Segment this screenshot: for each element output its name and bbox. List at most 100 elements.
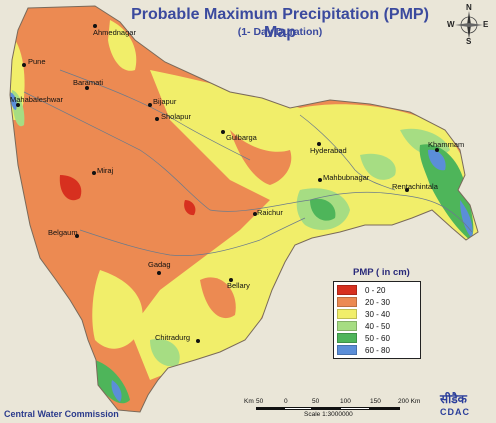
compass-east-label: E [483, 20, 489, 29]
city-label-gadag: Gadag [148, 260, 171, 269]
city-label-sholapur: Sholapur [161, 112, 192, 121]
zone-50-60-raichur [310, 198, 336, 221]
rivers [23, 69, 473, 256]
city-marker [75, 234, 79, 238]
city-marker [155, 117, 159, 121]
scale-unit-label: Km [244, 398, 254, 405]
city-marker [16, 103, 20, 107]
legend-swatch [337, 285, 357, 295]
city-marker [93, 24, 97, 28]
zone-40-50-chitradurg [150, 339, 180, 367]
city-label-mahabaleshwar: Mahabaleshwar [10, 95, 63, 104]
city-marker [253, 212, 257, 216]
logo-text: CDAC [440, 407, 470, 417]
logo-hindi-text: सीडैक [440, 392, 467, 406]
city-label-gulbarga: Gulbarga [226, 133, 257, 142]
city-marker [148, 103, 152, 107]
legend-label: 0 - 20 [365, 285, 386, 295]
scale-tick-label: 50 [256, 398, 264, 405]
city-label-chitradurg: Chitradurg [155, 333, 191, 342]
scale-tick-label: 0 [284, 398, 288, 405]
map-subtitle: (1- Day Duration) [237, 26, 323, 38]
scale-segment [370, 407, 400, 410]
legend-label: 30 - 40 [365, 309, 390, 319]
city-label-baramati: Baramati [73, 78, 104, 87]
city-label-bijapur: Bijapur [153, 97, 177, 106]
cdac-logo: सीडैक CDAC [440, 390, 470, 417]
legend-title: PMP ( in cm) [353, 267, 410, 278]
compass-south-label: S [466, 37, 472, 46]
city-marker [405, 188, 409, 192]
legend-swatch [337, 345, 357, 355]
city-marker [85, 86, 89, 90]
scale-tick-label: 50 [312, 398, 320, 405]
scale-tick-label: 100 [340, 398, 351, 405]
legend-item: 20 - 30 [337, 296, 417, 308]
scale-tick-label: 200 Km [398, 398, 421, 405]
zone-60-80-coast [460, 200, 473, 238]
legend-label: 60 - 80 [365, 345, 390, 355]
legend-item: 30 - 40 [337, 308, 417, 320]
legend-swatch [337, 297, 357, 307]
city-label-mahbubnagar: Mahbubnagar [323, 173, 370, 182]
legend-item: 0 - 20 [337, 284, 417, 296]
scale-tick-label: 150 [370, 398, 381, 405]
legend-swatch [337, 333, 357, 343]
river-tungabhadra [79, 217, 306, 256]
legend-item: 50 - 60 [337, 332, 417, 344]
zone-0-20-center [184, 200, 196, 216]
city-label-ahmednagar: Ahmednagar [93, 28, 136, 37]
basin-boundary [9, 5, 479, 413]
city-label-bellary: Bellary [227, 281, 250, 290]
city-marker [221, 130, 225, 134]
zone-40-50-b [360, 153, 396, 180]
zone-60-80-south [111, 380, 122, 402]
compass-west-label: W [447, 20, 455, 29]
city-marker [92, 171, 96, 175]
city-marker [229, 278, 233, 282]
compass-rose-icon: N E S W [447, 3, 489, 46]
zone-20-30-center [230, 130, 292, 185]
city-label-rentachintala: Rentachintala [392, 182, 438, 191]
city-label-belgaum: Belgaum [48, 228, 78, 237]
zone-30-40-south [92, 270, 143, 349]
city-label-khammam: Khammam [428, 140, 465, 149]
city-marker [435, 148, 439, 152]
city-label-pune: Pune [28, 57, 46, 66]
agency-name: Central Water Commission [4, 409, 119, 419]
city-label-raichur: Raichur [257, 208, 283, 217]
scale-segment [312, 407, 340, 410]
scale-bar: Km 50 0 50 100 150 200 Km Scale 1:300000… [244, 398, 424, 418]
zone-50-60-east [419, 144, 474, 240]
legend-label: 40 - 50 [365, 321, 390, 331]
zone-30-40-north [108, 20, 137, 71]
legend-box: 0 - 20 20 - 30 30 - 40 40 - 50 50 - 60 6… [333, 281, 421, 359]
legend-item: 40 - 50 [337, 320, 417, 332]
legend-label: 50 - 60 [365, 333, 390, 343]
compass-north-label: N [466, 3, 472, 12]
scale-segment [284, 407, 312, 410]
river-musi [299, 114, 396, 191]
city-marker [317, 142, 321, 146]
city-label-hyderabad: Hyderabad [310, 146, 347, 155]
scale-segment [256, 407, 284, 410]
river-bhima [59, 69, 251, 161]
legend-swatch [337, 309, 357, 319]
city-marker [157, 271, 161, 275]
city-marker [196, 339, 200, 343]
pmp-legend: PMP ( in cm) 0 - 20 20 - 30 30 - 40 40 -… [333, 267, 421, 359]
city-marker [318, 178, 322, 182]
zone-60-80-khammam [428, 149, 446, 171]
zone-60-80-mahabaleshwar [10, 92, 17, 110]
zone-20-30-bellary [200, 277, 236, 319]
legend-label: 20 - 30 [365, 297, 390, 307]
scale-ratio: Scale 1:3000000 [304, 411, 353, 418]
map-title: Probable Maximum Precipitation (PMP) Map [131, 6, 429, 41]
city-marker [22, 63, 26, 67]
city-label-miraj: Miraj [97, 166, 114, 175]
river-krishna [23, 91, 473, 233]
legend-swatch [337, 321, 357, 331]
legend-item: 60 - 80 [337, 344, 417, 356]
zone-0-20-miraj [59, 175, 82, 201]
